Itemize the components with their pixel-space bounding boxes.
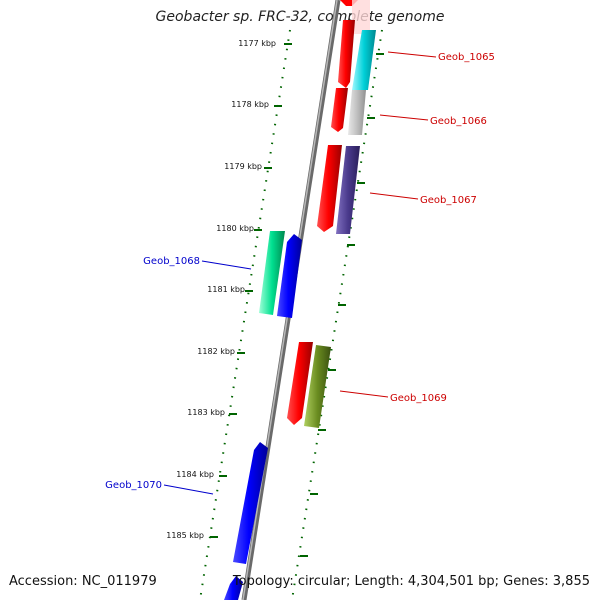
label-leader-line [163, 484, 214, 495]
genome-title: Geobacter sp. FRC-32, complete genome [155, 9, 445, 25]
label-leader-line [379, 114, 429, 121]
cds-feature[interactable] [277, 234, 302, 318]
partial-gene-bottom[interactable] [224, 576, 243, 600]
gene-label-geob-1070[interactable]: Geob_1070 [105, 480, 162, 491]
tick-label: 1177 kbp [238, 39, 276, 48]
cds-feature[interactable] [338, 20, 355, 88]
gene-geob-1066[interactable] [331, 88, 366, 135]
tick-label: 1181 kbp [207, 285, 245, 294]
tick-label: 1180 kbp [216, 224, 254, 233]
tick-marks [210, 43, 384, 557]
label-leader-line [339, 390, 389, 398]
partial-gene-highlight [352, 0, 370, 34]
gene-feature[interactable] [259, 231, 285, 315]
gene-geob-1068[interactable] [259, 231, 302, 318]
cds-feature[interactable] [317, 145, 342, 232]
gene-label-geob-1065[interactable]: Geob_1065 [438, 52, 495, 63]
gene-label-geob-1067[interactable]: Geob_1067 [420, 195, 477, 206]
tick-label: 1184 kbp [176, 470, 214, 479]
cds-feature[interactable] [331, 88, 348, 132]
gene-label-geob-1069[interactable]: Geob_1069 [390, 393, 447, 404]
tick-label: 1178 kbp [231, 100, 269, 109]
cds-feature[interactable] [233, 442, 268, 564]
gene-geob-1069[interactable] [287, 342, 331, 428]
gene-feature[interactable] [336, 146, 360, 234]
tick-labels: 1177 kbp 1178 kbp 1179 kbp 1180 kbp 1181… [166, 39, 276, 540]
gene-feature[interactable] [348, 90, 366, 135]
tick-label: 1185 kbp [166, 531, 204, 540]
gene-geob-1070[interactable] [233, 442, 268, 564]
tick-label: 1179 kbp [224, 162, 262, 171]
tick-label: 1183 kbp [187, 408, 225, 417]
cds-feature[interactable] [287, 342, 313, 425]
inner-guide-line [199, 29, 291, 600]
gene-geob-1067[interactable] [317, 145, 360, 234]
gene-feature[interactable] [352, 30, 376, 90]
outer-guide-line [291, 29, 383, 600]
tick-label: 1182 kbp [197, 347, 235, 356]
label-leader-line [369, 192, 419, 200]
label-leader-line [201, 260, 252, 270]
gene-feature[interactable] [304, 345, 331, 428]
gene-label-geob-1068[interactable]: Geob_1068 [143, 256, 200, 267]
accession-text: Accession: NC_011979 [9, 574, 157, 589]
gene-geob-1065[interactable] [338, 20, 376, 90]
label-leader-line [387, 51, 437, 58]
gene-label-geob-1066[interactable]: Geob_1066 [430, 116, 487, 127]
topology-text: Topology: circular; Length: 4,304,501 bp… [232, 574, 590, 589]
